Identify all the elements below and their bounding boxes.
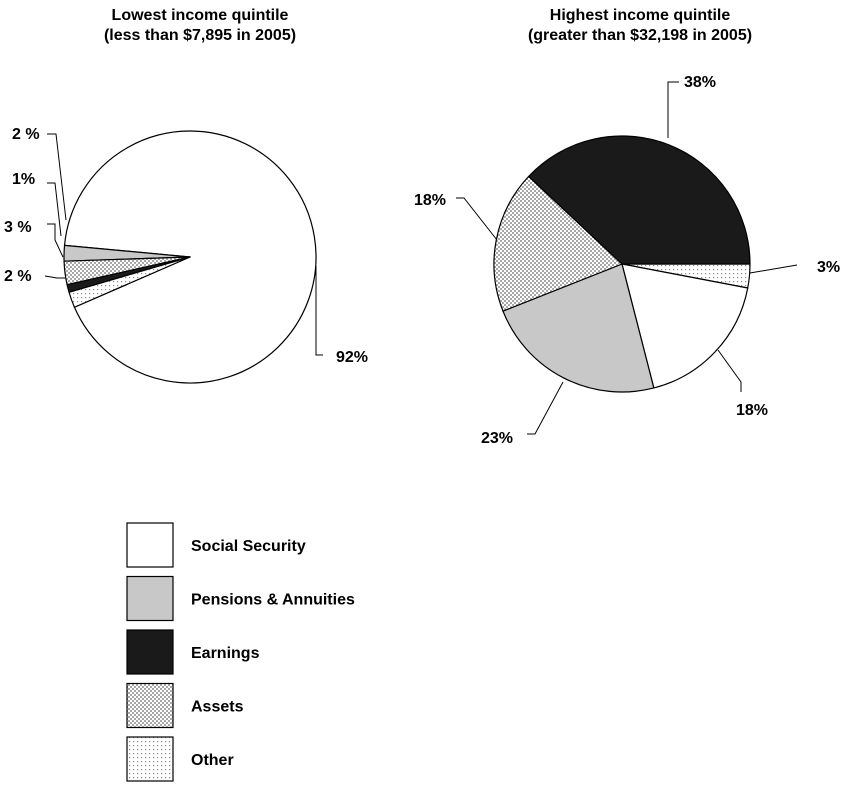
legend-swatch-social-security <box>126 522 174 568</box>
pie-highest <box>493 135 751 393</box>
legend-label-other: Other <box>191 752 234 769</box>
data-label-social-security: 18% <box>736 402 768 419</box>
leader-line <box>44 275 65 279</box>
data-label-other: 2 % <box>12 126 40 143</box>
pie-slice-pensions-annuities <box>502 263 655 393</box>
leader-line <box>667 81 679 138</box>
pie-slice-other <box>68 256 191 308</box>
legend-label-earnings: Earnings <box>191 645 260 662</box>
legend-swatch-earnings <box>126 629 174 675</box>
leader-line <box>47 223 64 258</box>
data-label-assets: 3 % <box>4 219 32 236</box>
leader-line <box>749 264 798 274</box>
pie-highest-labels: 3% 18% 23% 18% 38% <box>414 74 840 447</box>
chart-lowest-quintile: Lowest income quintile (less than $7,895… <box>4 7 368 384</box>
chart-subtitle-line2: (less than $7,895 in 2005) <box>104 27 296 44</box>
leader-line <box>47 182 62 237</box>
pie-slice-social-security <box>621 263 749 389</box>
leader-line <box>456 197 498 241</box>
data-label-pensions-annuities: 23% <box>481 430 513 447</box>
legend-label-assets: Assets <box>191 699 244 716</box>
chart-subtitle-line2: (greater than $32,198 in 2005) <box>528 27 752 44</box>
data-label-social-security: 92% <box>336 349 368 366</box>
legend-label-pensions-annuities: Pensions & Annuities <box>191 592 355 609</box>
chart-highest-quintile: Highest income quintile (greater than $3… <box>414 7 840 447</box>
data-label-pensions-annuities: 2 % <box>4 268 32 285</box>
legend: Social Security Pensions & Annuities Earni… <box>126 522 355 782</box>
pie-slice-assets <box>493 175 623 312</box>
chart-title-line1: Lowest income quintile <box>112 7 289 24</box>
pie-slice-earnings <box>528 135 751 265</box>
legend-swatch-assets <box>126 682 174 729</box>
leader-line <box>47 133 67 221</box>
leader-line <box>527 381 564 435</box>
legend-swatch-other <box>126 736 174 782</box>
chart-title-line1: Highest income quintile <box>550 7 731 24</box>
leader-line <box>717 349 742 392</box>
leader-line <box>315 266 323 356</box>
data-label-assets: 18% <box>414 192 446 209</box>
pie-lowest <box>63 130 317 384</box>
legend-label-social-security: Social Security <box>191 538 306 555</box>
data-label-other: 3% <box>817 259 840 276</box>
data-label-earnings: 38% <box>684 74 716 91</box>
legend-swatch-pensions-annuities <box>126 575 174 622</box>
pie-lowest-labels: 92% 2 % 3 % 1% 2 % <box>4 126 368 366</box>
data-label-earnings: 1% <box>12 171 35 188</box>
